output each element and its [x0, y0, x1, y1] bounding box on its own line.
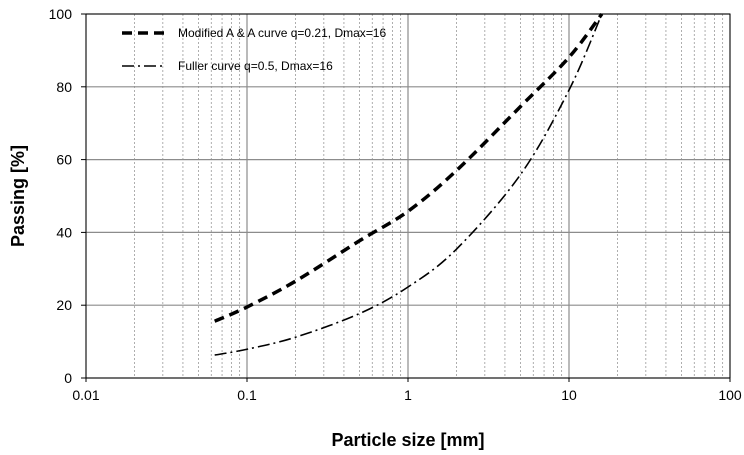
y-tick-label: 0	[64, 370, 72, 386]
x-tick-label: 1	[404, 387, 412, 403]
tick-labels: 0.01 0.1 1 10 100 0 20 40 60 80 100	[49, 6, 742, 403]
y-tick-label: 20	[56, 297, 72, 313]
series-line-modified-aa	[213, 12, 604, 323]
x-tick-label: 0.1	[237, 387, 257, 403]
minor-grid	[134, 14, 724, 378]
legend-label-fuller: Fuller curve q=0.5, Dmax=16	[178, 59, 333, 73]
y-tick-label: 60	[56, 152, 72, 168]
series-line-fuller	[214, 13, 603, 356]
legend-label-modified-aa: Modified A & A curve q=0.21, Dmax=16	[178, 26, 386, 40]
y-tick-label: 80	[56, 79, 72, 95]
series-layer	[213, 12, 604, 356]
legend: Modified A & A curve q=0.21, Dmax=16 Ful…	[122, 26, 386, 73]
x-axis-title: Particle size [mm]	[331, 430, 484, 450]
y-tick-label: 40	[56, 224, 72, 240]
y-axis-title: Passing [%]	[8, 145, 28, 247]
y-tick-label: 100	[49, 6, 73, 22]
x-tick-label: 100	[718, 387, 742, 403]
x-tick-label: 10	[561, 387, 577, 403]
x-tick-label: 0.01	[72, 387, 99, 403]
